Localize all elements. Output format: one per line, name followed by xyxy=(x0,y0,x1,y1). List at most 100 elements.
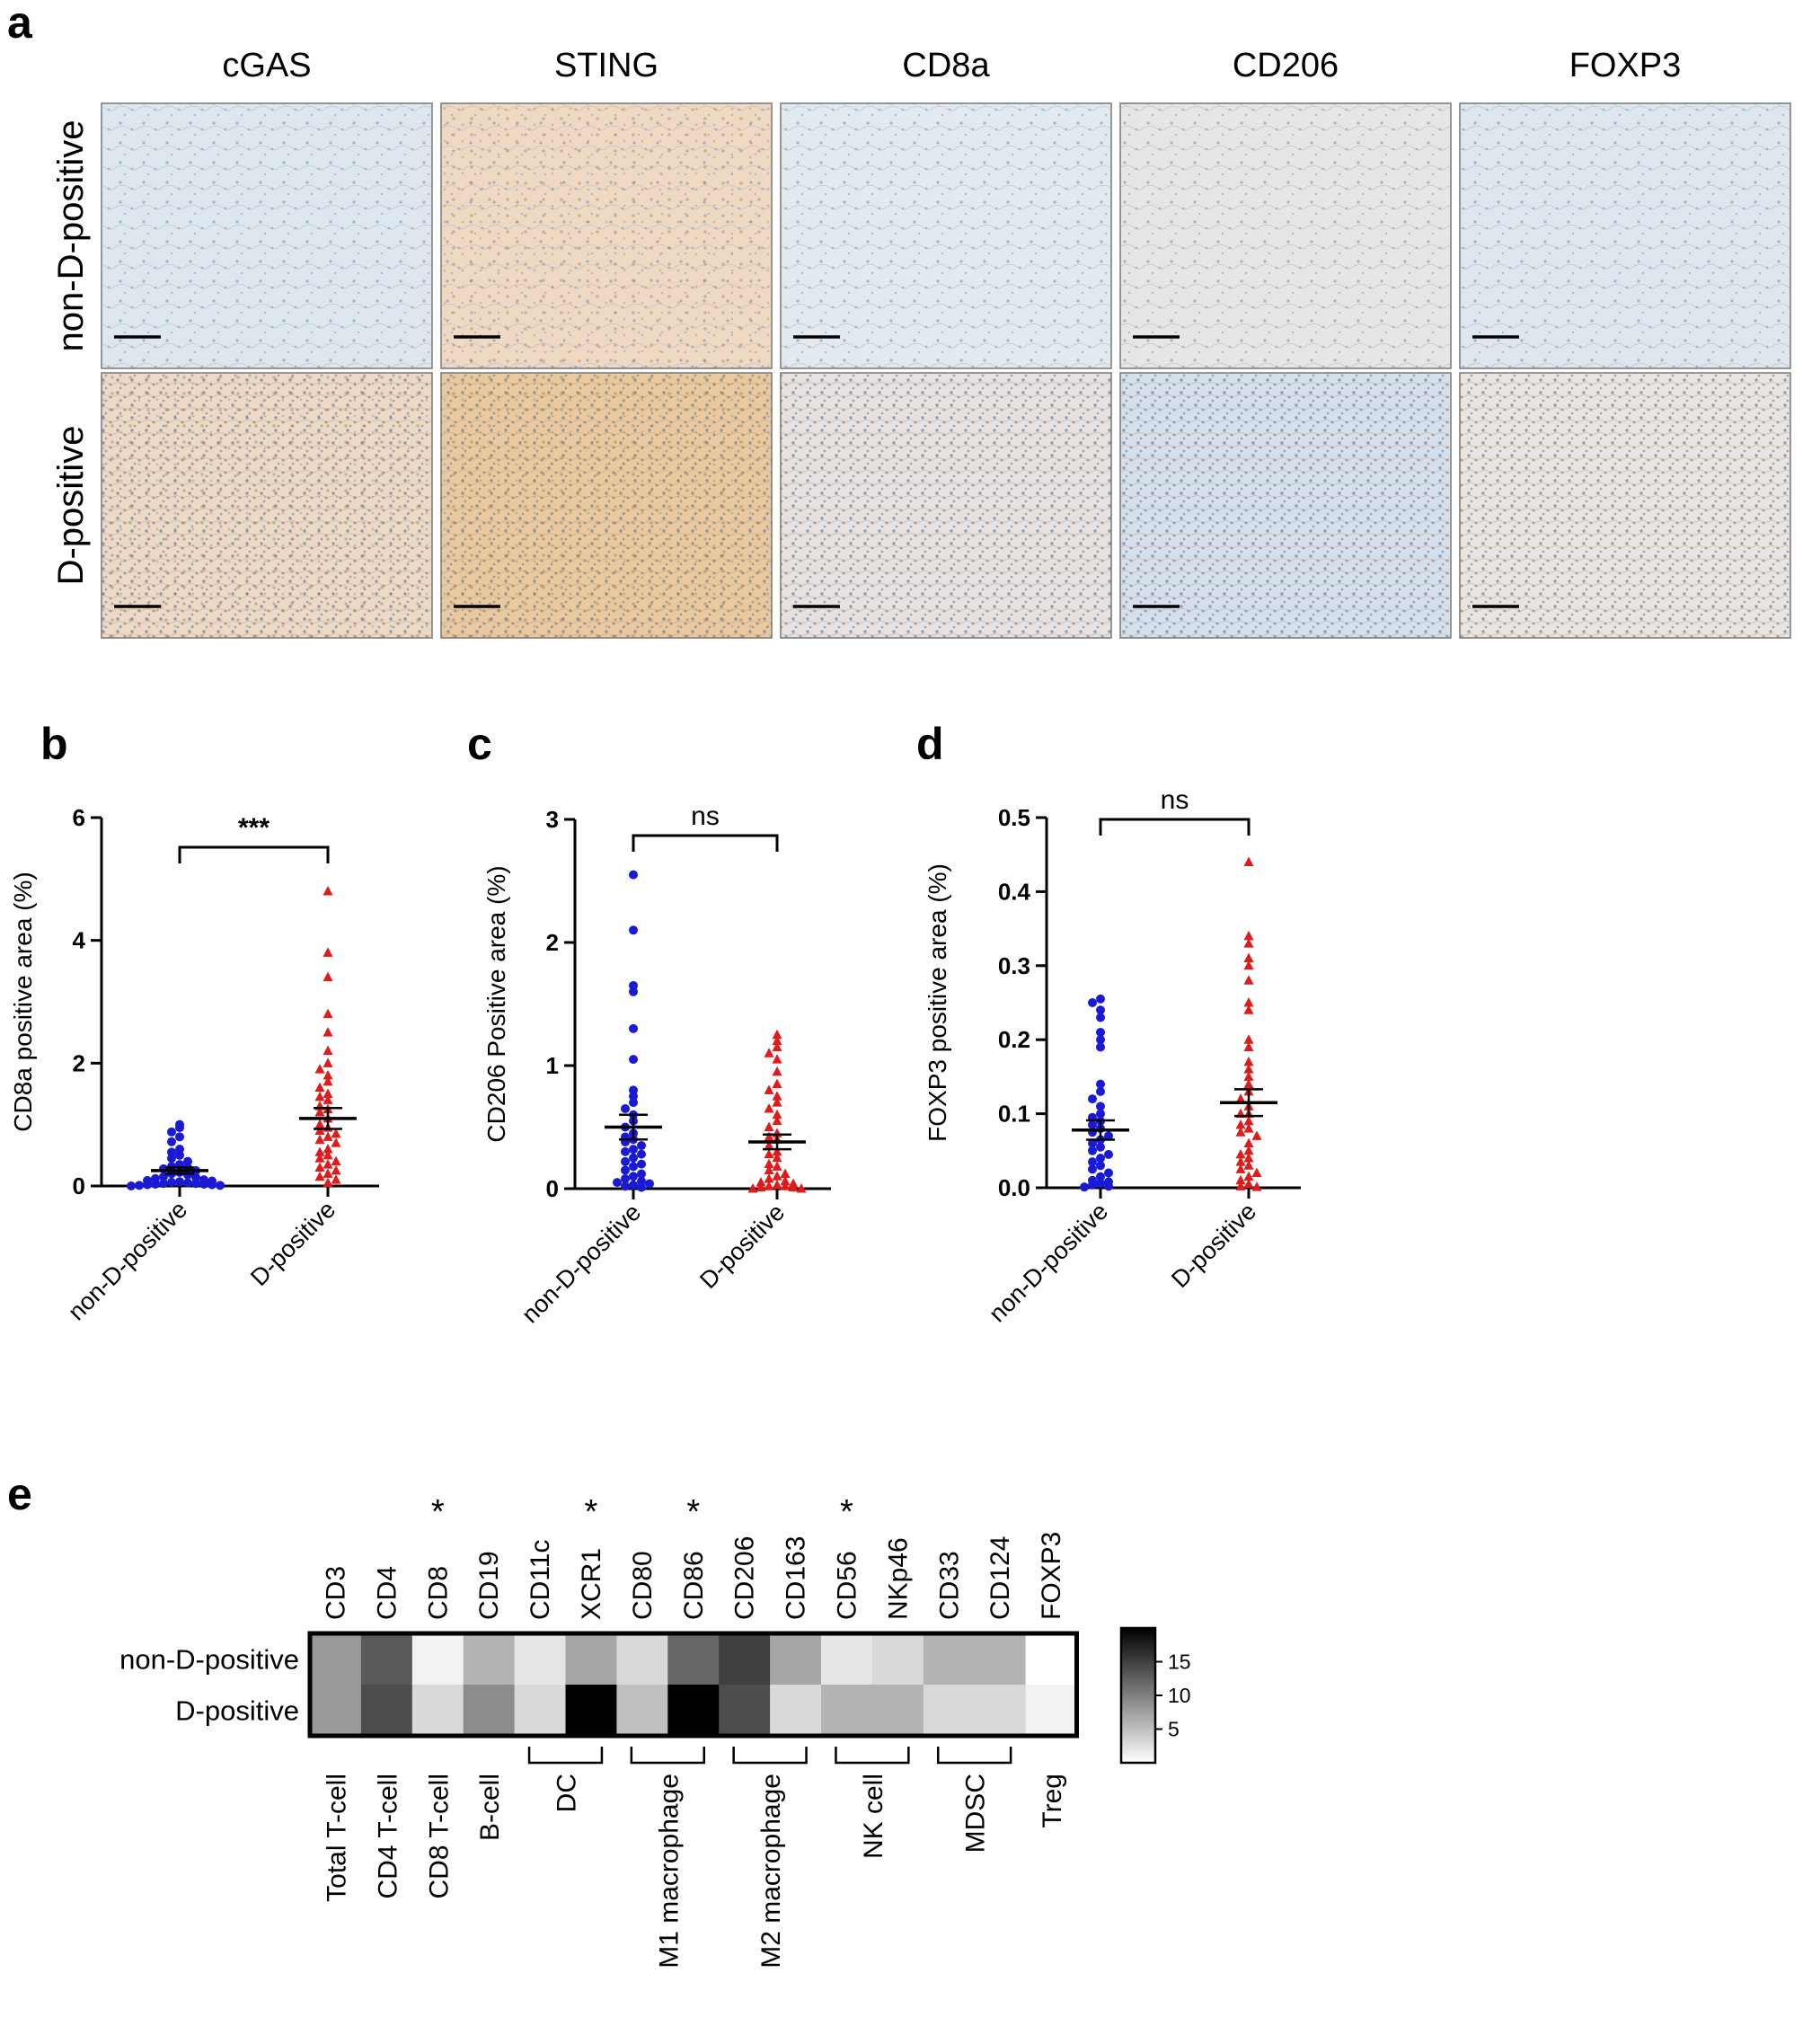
data-point xyxy=(1243,1034,1254,1044)
heatmap-cell xyxy=(923,1633,976,1686)
data-point xyxy=(1088,1164,1097,1174)
data-point xyxy=(1096,1013,1105,1022)
data-point xyxy=(1096,1086,1105,1096)
group-bracket xyxy=(630,1747,705,1765)
data-point xyxy=(1235,1093,1246,1103)
heatmap-column-label: CD4 xyxy=(372,1566,402,1620)
data-point xyxy=(1096,1079,1105,1089)
data-point xyxy=(637,1176,646,1186)
data-point xyxy=(183,1178,192,1188)
data-point xyxy=(216,1181,225,1190)
micrograph-non-d-positive-cgas xyxy=(101,102,433,369)
data-point xyxy=(1243,1145,1254,1155)
data-point xyxy=(1088,998,1097,1007)
micrograph-d-positive-cd8a xyxy=(780,372,1112,639)
heatmap-column-label: CD124 xyxy=(985,1536,1015,1620)
group-bracket xyxy=(835,1747,910,1765)
data-point xyxy=(613,1178,622,1188)
heatmap-cell xyxy=(360,1633,413,1686)
data-point xyxy=(621,1156,630,1166)
data-point xyxy=(314,1119,325,1129)
heatmap-column-label: NKp46 xyxy=(883,1537,913,1620)
data-point xyxy=(1243,856,1254,866)
heatmap-cell xyxy=(667,1685,720,1737)
data-point xyxy=(127,1181,136,1190)
data-point xyxy=(629,1153,638,1163)
data-point xyxy=(143,1180,152,1190)
heatmap-cell xyxy=(974,1685,1027,1737)
heatmap-cell xyxy=(821,1685,873,1737)
data-point xyxy=(175,1123,184,1133)
x-tick-label: non-D-positive xyxy=(63,1196,192,1325)
data-point xyxy=(1104,1181,1113,1191)
data-point xyxy=(764,1121,774,1131)
data-point xyxy=(323,886,333,896)
data-point xyxy=(331,1128,341,1138)
x-tick-label: non-D-positive xyxy=(984,1198,1113,1327)
y-tick-label: 0.0 xyxy=(998,1174,1030,1201)
heatmap-column-label: CD80 xyxy=(628,1551,658,1620)
data-point xyxy=(780,1168,791,1179)
data-point xyxy=(637,1141,646,1151)
column-label-cd206: CD206 xyxy=(1233,47,1339,84)
data-point xyxy=(1243,997,1254,1007)
heatmap-border xyxy=(307,1631,1079,1739)
data-point xyxy=(199,1179,208,1189)
data-point xyxy=(1243,1071,1254,1081)
heatmap-cell xyxy=(871,1633,924,1686)
data-point xyxy=(1088,1094,1097,1104)
data-point xyxy=(629,1092,638,1102)
heatmap-cell xyxy=(360,1685,413,1737)
data-point xyxy=(788,1181,799,1192)
significance-label: *** xyxy=(238,813,270,843)
data-point xyxy=(1251,1167,1262,1178)
data-point xyxy=(629,1055,638,1065)
data-point xyxy=(621,1165,630,1175)
data-point xyxy=(314,1107,325,1117)
group-label: B-cell xyxy=(475,1774,505,1841)
data-point xyxy=(772,1054,782,1064)
data-point xyxy=(1235,1148,1246,1159)
data-point xyxy=(323,1057,333,1067)
heatmap-cell xyxy=(411,1633,464,1686)
data-point xyxy=(1251,1181,1262,1191)
data-point xyxy=(772,1115,782,1126)
data-point xyxy=(1243,952,1254,963)
data-point xyxy=(747,1183,758,1193)
data-point xyxy=(764,1148,774,1159)
data-point xyxy=(175,1177,184,1187)
data-point xyxy=(772,1179,782,1190)
data-point xyxy=(1096,1042,1105,1052)
y-axis-label: FOXP3 positive area (%) xyxy=(924,863,951,1142)
colorbar-tick-label: 10 xyxy=(1168,1684,1191,1707)
data-point xyxy=(772,1078,782,1089)
data-point xyxy=(323,1075,333,1086)
significance-bracket xyxy=(1099,818,1251,836)
column-label-foxp3: FOXP3 xyxy=(1569,47,1682,84)
data-point xyxy=(629,870,638,880)
panel-letter-e: e xyxy=(7,1469,32,1519)
data-point xyxy=(764,1158,774,1169)
heatmap-column-label: CD56 xyxy=(832,1551,862,1620)
significance-star: * xyxy=(686,1493,700,1531)
cd8a-dot-plot: 0 2 4 6 CD8a positive area (%) non-D-positive… xyxy=(9,804,379,1325)
data-point xyxy=(323,1094,333,1104)
y-tick-label: 0.2 xyxy=(998,1026,1030,1053)
data-point xyxy=(331,1155,341,1166)
data-point xyxy=(323,1159,333,1169)
data-point xyxy=(621,1181,630,1191)
heatmap-cell xyxy=(1025,1633,1077,1686)
data-point xyxy=(772,1146,782,1156)
data-point xyxy=(621,1103,630,1113)
data-point xyxy=(1088,1119,1097,1129)
significance-star: * xyxy=(431,1493,445,1531)
y-tick-label: 0.3 xyxy=(998,952,1030,979)
y-tick-label: 2 xyxy=(546,929,559,956)
data-point xyxy=(772,1029,782,1040)
data-point xyxy=(1088,1180,1097,1190)
heatmap-cell xyxy=(719,1685,771,1737)
data-point xyxy=(1243,1041,1254,1051)
data-point xyxy=(1235,1119,1246,1129)
data-point xyxy=(314,1153,325,1163)
significance-bracket xyxy=(632,834,779,852)
